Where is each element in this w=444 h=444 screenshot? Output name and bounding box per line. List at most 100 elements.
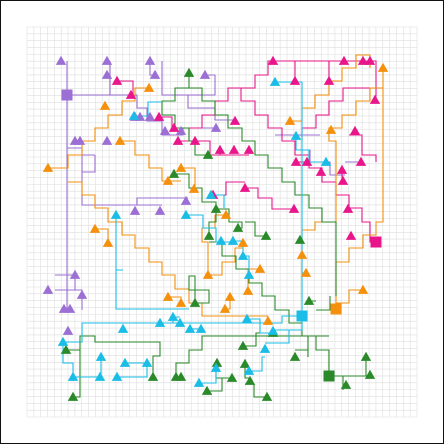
orange-node-triangle[interactable] — [99, 100, 111, 110]
green-node-triangle[interactable] — [189, 297, 201, 307]
orange-node-triangle[interactable] — [300, 267, 312, 277]
green-node-triangle[interactable] — [226, 372, 238, 382]
pink-node-triangle[interactable] — [364, 55, 376, 65]
orange-node-triangle[interactable] — [262, 315, 274, 325]
cyan-node-triangle[interactable] — [215, 235, 227, 245]
orange-node-triangle[interactable] — [162, 291, 174, 301]
green-source-square[interactable] — [323, 370, 335, 382]
cyan-node-triangle[interactable] — [154, 317, 166, 327]
green-node-triangle[interactable] — [294, 234, 306, 244]
orange-node-triangle[interactable] — [237, 237, 249, 247]
green-node-triangle[interactable] — [168, 168, 180, 178]
cyan-node-triangle[interactable] — [259, 343, 271, 353]
green-node-triangle[interactable] — [340, 379, 352, 389]
pink-node-triangle[interactable] — [336, 164, 348, 174]
purple-node-triangle[interactable] — [144, 55, 156, 65]
purple-node-triangle[interactable] — [74, 135, 86, 145]
green-node-triangle[interactable] — [202, 149, 214, 159]
orange-node-triangle[interactable] — [224, 291, 236, 301]
orange-source-square[interactable] — [330, 303, 342, 315]
pink-node-triangle[interactable] — [342, 203, 354, 213]
cyan-node-triangle[interactable] — [269, 76, 281, 86]
orange-node-triangle[interactable] — [188, 183, 200, 193]
pink-node-triangle[interactable] — [301, 156, 313, 166]
green-node-triangle[interactable] — [175, 371, 187, 381]
pink-node-triangle[interactable] — [345, 230, 357, 240]
cyan-node-triangle[interactable] — [95, 351, 107, 361]
cyan-node-triangle[interactable] — [111, 371, 123, 381]
pink-node-triangle[interactable] — [355, 156, 367, 166]
pink-node-triangle[interactable] — [243, 144, 255, 154]
orange-node-triangle[interactable] — [296, 249, 308, 259]
pink-node-triangle[interactable] — [357, 55, 369, 65]
green-node-triangle[interactable] — [261, 391, 273, 401]
purple-node-triangle[interactable] — [101, 55, 113, 65]
cyan-node-triangle[interactable] — [128, 110, 140, 120]
green-node-triangle[interactable] — [260, 230, 272, 240]
purple-node-triangle[interactable] — [149, 69, 161, 79]
pink-node-triangle[interactable] — [214, 144, 226, 154]
orange-node-triangle[interactable] — [284, 115, 296, 125]
orange-node-triangle[interactable] — [89, 223, 101, 233]
cyan-node-triangle[interactable] — [184, 323, 196, 333]
pink-node-triangle[interactable] — [290, 156, 302, 166]
pink-node-triangle[interactable] — [228, 144, 240, 154]
green-node-triangle[interactable] — [237, 340, 249, 350]
cyan-node-triangle[interactable] — [241, 313, 253, 323]
purple-node-triangle[interactable] — [101, 69, 113, 79]
purple-node-triangle[interactable] — [129, 205, 141, 215]
cyan-node-triangle[interactable] — [141, 357, 153, 367]
green-node-triangle[interactable] — [303, 295, 315, 305]
green-node-triangle[interactable] — [360, 351, 372, 361]
purple-node-triangle[interactable] — [175, 125, 187, 135]
pink-node-triangle[interactable] — [239, 182, 251, 192]
pink-node-triangle[interactable] — [289, 75, 301, 85]
cyan-node-triangle[interactable] — [57, 336, 69, 346]
green-node-triangle[interactable] — [232, 222, 244, 232]
cyan-node-triangle[interactable] — [243, 269, 255, 279]
purple-node-triangle[interactable] — [42, 284, 54, 294]
pink-node-triangle[interactable] — [229, 115, 241, 125]
cyan-node-triangle[interactable] — [180, 209, 192, 219]
orange-node-triangle[interactable] — [42, 162, 54, 172]
cyan-node-triangle[interactable] — [110, 209, 122, 219]
cyan-node-triangle[interactable] — [290, 130, 302, 140]
orange-node-triangle[interactable] — [102, 237, 114, 247]
cyan-node-triangle[interactable] — [94, 371, 106, 381]
purple-source-square[interactable] — [61, 89, 73, 101]
cyan-node-triangle[interactable] — [195, 323, 207, 333]
purple-node-triangle[interactable] — [159, 125, 171, 135]
green-node-triangle[interactable] — [289, 351, 301, 361]
green-node-triangle[interactable] — [239, 358, 251, 368]
purple-node-triangle[interactable] — [101, 135, 113, 145]
cyan-node-triangle[interactable] — [174, 317, 186, 327]
pink-node-triangle[interactable] — [288, 203, 300, 213]
purple-node-triangle[interactable] — [180, 195, 192, 205]
orange-node-triangle[interactable] — [143, 82, 155, 92]
orange-node-triangle[interactable] — [325, 124, 337, 134]
cyan-node-triangle[interactable] — [205, 189, 217, 199]
orange-node-triangle[interactable] — [175, 297, 187, 307]
purple-node-triangle[interactable] — [144, 111, 156, 121]
green-node-triangle[interactable] — [201, 385, 213, 395]
orange-node-triangle[interactable] — [242, 285, 254, 295]
green-node-triangle[interactable] — [60, 344, 72, 354]
pink-node-triangle[interactable] — [369, 94, 381, 104]
orange-node-triangle[interactable] — [357, 284, 369, 294]
pink-source-square[interactable] — [370, 236, 382, 248]
green-node-triangle[interactable] — [67, 391, 79, 401]
pink-node-triangle[interactable] — [168, 122, 180, 132]
cyan-node-triangle[interactable] — [117, 323, 129, 333]
green-node-triangle[interactable] — [211, 357, 223, 367]
cyan-node-triangle[interactable] — [320, 156, 332, 166]
pink-node-triangle[interactable] — [172, 135, 184, 145]
pink-node-triangle[interactable] — [323, 75, 335, 85]
purple-node-triangle[interactable] — [210, 122, 222, 132]
green-node-triangle[interactable] — [210, 203, 222, 213]
cyan-node-triangle[interactable] — [267, 325, 279, 335]
orange-node-triangle[interactable] — [114, 135, 126, 145]
pink-node-triangle[interactable] — [267, 55, 279, 65]
green-node-triangle[interactable] — [183, 67, 195, 77]
cyan-source-square[interactable] — [296, 310, 308, 322]
